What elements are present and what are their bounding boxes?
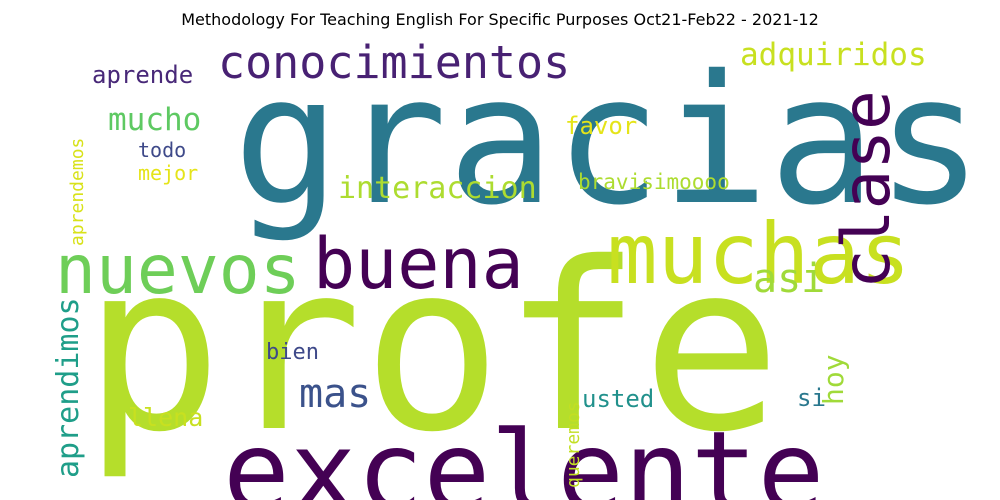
word-gracias: gracias bbox=[233, 37, 984, 244]
word-si: si bbox=[797, 384, 826, 412]
word-todo: todo bbox=[138, 138, 187, 162]
word-mucho: mucho bbox=[108, 102, 202, 138]
word-excelente: excelente bbox=[223, 408, 825, 500]
word-bravisimoooo: bravisimoooo bbox=[578, 170, 730, 194]
word-usted: usted bbox=[582, 385, 655, 413]
word-aprendimos: aprendimos bbox=[51, 297, 86, 478]
word-bien: bien bbox=[266, 340, 319, 365]
word-mejor: mejor bbox=[138, 161, 199, 185]
word-aprendemos: aprendemos bbox=[67, 137, 88, 246]
figure-title: Methodology For Teaching English For Spe… bbox=[181, 10, 819, 29]
word-profe: profe bbox=[83, 213, 782, 483]
word-aprende: aprende bbox=[92, 61, 194, 89]
word-muchas: muchas bbox=[607, 205, 911, 303]
word-conocimientos: conocimientos bbox=[218, 36, 571, 89]
word-adquiridos: adquiridos bbox=[740, 37, 927, 73]
word-asi: asi bbox=[753, 256, 826, 302]
word-favor: favor bbox=[565, 112, 638, 140]
word-nuevos: nuevos bbox=[55, 231, 301, 310]
word-mas: mas bbox=[299, 371, 372, 417]
word-clase: clase bbox=[828, 90, 905, 289]
word-queremos: queremos bbox=[563, 401, 584, 488]
word-llena: llena bbox=[128, 403, 204, 432]
word-cloud: gracias profe excelente muchas nuevos bu… bbox=[51, 36, 983, 500]
word-buena: buena bbox=[313, 223, 524, 305]
word-interaccion: interaccion bbox=[338, 171, 537, 206]
